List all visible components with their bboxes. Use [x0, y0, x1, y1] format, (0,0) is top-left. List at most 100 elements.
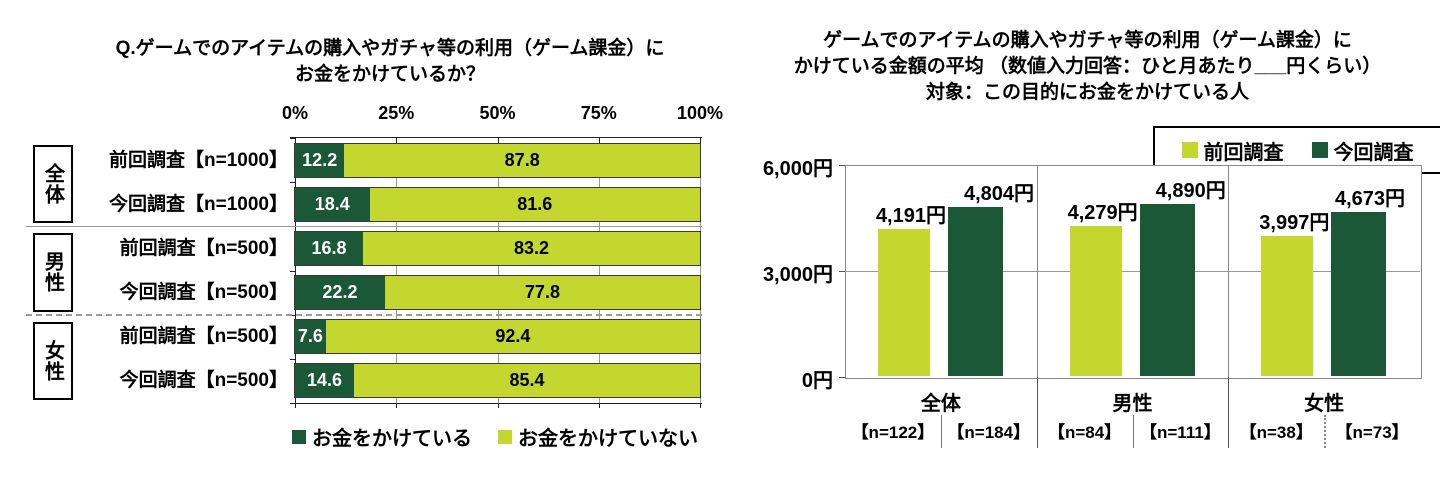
category-label: 男性: [1112, 393, 1153, 415]
left-chart-title: Q.ゲームでのアイテムの購入やガチャ等の利用（ゲーム課金）に お金をかけているか…: [40, 36, 740, 88]
legend-item-previous-survey: 前回調査: [1181, 136, 1284, 165]
n-label-current: 【n=111】: [1140, 423, 1221, 442]
bar-segment-spending: 22.2: [295, 276, 385, 310]
right-chart-title-line3: 対象：この目的にお金をかけている人: [925, 82, 1249, 103]
legend-label-spending: お金をかけている: [312, 428, 472, 450]
bar-segment-spending: 16.8: [295, 231, 364, 265]
legend-label-not-spending: お金をかけていない: [518, 428, 698, 450]
legend-swatch-previous-survey-icon: [1181, 142, 1198, 158]
n-label-previous: 【n=38】: [1239, 423, 1313, 442]
legend-item-spending: お金をかけている: [292, 422, 472, 451]
legend-label-previous-survey: 前回調査: [1203, 141, 1284, 164]
x-axis-tick-label: 25%: [378, 103, 415, 123]
bar-value-label-previous: 4,191円: [875, 204, 946, 227]
bar-value-label-previous: 4,279円: [1067, 201, 1138, 224]
left-chart-legend: お金をかけている お金をかけていない: [270, 422, 720, 451]
legend-item-not-spending: お金をかけていない: [498, 422, 698, 451]
group-label-box: 全体: [33, 145, 73, 224]
x-axis-tick-label: 0%: [281, 103, 308, 123]
group-label-box: 女性: [33, 321, 73, 400]
x-axis-tick-label: 50%: [479, 103, 516, 123]
bar-row-label: 前回調査【n=500】: [119, 326, 288, 348]
n-label-previous: 【n=84】: [1047, 423, 1122, 442]
stacked-bar-row: 14.6 85.4: [294, 363, 701, 399]
y-axis-tick-mark: [839, 165, 845, 166]
stacked-bar-row: 18.4 81.6: [294, 186, 701, 222]
bar-previous-survey: [878, 228, 930, 376]
y-axis-tick-label: 0円: [801, 370, 833, 392]
bar-segment-spending: 7.6: [295, 320, 326, 354]
n-label-divider: [1132, 415, 1134, 448]
legend-swatch-spending-icon: [292, 429, 306, 444]
bar-segment-not-spending: 81.6: [369, 187, 700, 221]
bar-segment-spending: 18.4: [295, 187, 370, 221]
group-divider-below-axis: [1036, 377, 1038, 448]
legend-item-current-survey: 今回調査: [1311, 136, 1414, 165]
category-axis-tick-mark: [290, 270, 295, 272]
x-axis-tick-mark: [700, 403, 701, 408]
bar-segment-spending: 14.6: [295, 364, 355, 398]
x-axis-line-bottom: [290, 403, 702, 404]
bar-value-label-current: 4,673円: [1335, 187, 1406, 210]
stacked-bar-row: 7.6 92.4: [294, 319, 701, 355]
y-gridline-3000: [845, 271, 1420, 272]
bar-row-label: 前回調査【n=500】: [119, 237, 288, 259]
y-axis-tick-mark: [839, 377, 845, 378]
bar-row-label: 今回調査【n=500】: [119, 282, 288, 304]
bar-value-label-previous: 3,997円: [1259, 211, 1330, 234]
plot-gridline: [700, 138, 701, 403]
legend-label-current-survey: 今回調査: [1333, 141, 1414, 164]
x-axis-tick-mark: [700, 137, 701, 144]
bar-segment-not-spending: 83.2: [363, 231, 700, 265]
group-separator-dashed: [26, 313, 702, 316]
bar-current-survey: [1331, 211, 1387, 376]
category-axis-line: [295, 137, 296, 404]
bar-row-label: 今回調査【n=1000】: [109, 193, 288, 215]
x-axis-line-top: [290, 137, 702, 138]
bar-value-label-current: 4,804円: [964, 183, 1035, 206]
legend-swatch-current-survey-icon: [1311, 142, 1328, 158]
x-axis-tick-label: 75%: [580, 103, 617, 123]
x-axis-tick-mark: [598, 403, 600, 408]
x-axis-tick-mark: [295, 403, 296, 408]
right-chart-title-line2: かけている金額の平均 （数値入力回答：ひと月あたり___円くらい）: [793, 56, 1382, 77]
bar-segment-not-spending: 92.4: [325, 320, 700, 354]
n-label-previous: 【n=122】: [851, 423, 935, 442]
group-separator-solid: [26, 226, 702, 228]
x-axis-tick-label: 100%: [676, 103, 724, 123]
bar-row-label: 前回調査【n=1000】: [109, 149, 288, 171]
group-divider-below-axis: [1228, 377, 1230, 448]
stacked-bar-row: 16.8 83.2: [294, 230, 701, 266]
legend-swatch-not-spending-icon: [498, 429, 512, 444]
x-axis-tick-mark: [497, 403, 499, 408]
category-axis-tick-mark: [290, 358, 295, 360]
bar-value-label-current: 4,890円: [1155, 180, 1226, 203]
n-label-divider: [1324, 415, 1327, 448]
right-plot-area: [845, 165, 1422, 379]
category-axis-tick-mark: [290, 403, 295, 404]
group-divider-in-plot: [1036, 165, 1038, 377]
x-axis-tick-mark: [497, 137, 499, 144]
bar-segment-spending: 12.2: [295, 143, 345, 177]
y-axis-tick-label: 6,000円: [762, 158, 833, 180]
right-chart-title-line1: ゲームでのアイテムの購入やガチャ等の利用（ゲーム課金）に: [823, 30, 1352, 51]
category-axis-tick-mark: [290, 138, 295, 139]
plot-gridline: [396, 138, 398, 403]
bar-previous-survey: [1069, 225, 1122, 376]
x-axis-tick-mark: [598, 137, 600, 144]
x-axis-tick-mark: [396, 403, 398, 408]
n-label-current: 【n=73】: [1335, 423, 1409, 442]
bar-current-survey: [948, 207, 1003, 376]
n-label-current: 【n=184】: [947, 423, 1031, 442]
plot-gridline: [497, 138, 499, 403]
group-label-box: 男性: [33, 233, 73, 312]
right-chart-title: ゲームでのアイテムの購入やガチャ等の利用（ゲーム課金）に かけている金額の平均 …: [735, 28, 1440, 106]
bar-segment-not-spending: 85.4: [354, 364, 700, 398]
bar-current-survey: [1139, 204, 1195, 376]
category-label: 女性: [1304, 393, 1345, 415]
group-divider-in-plot: [1228, 165, 1230, 377]
bar-segment-not-spending: 77.8: [384, 276, 700, 310]
bar-row-label: 今回調査【n=500】: [119, 370, 288, 392]
y-axis-tick-label: 3,000円: [762, 264, 833, 286]
